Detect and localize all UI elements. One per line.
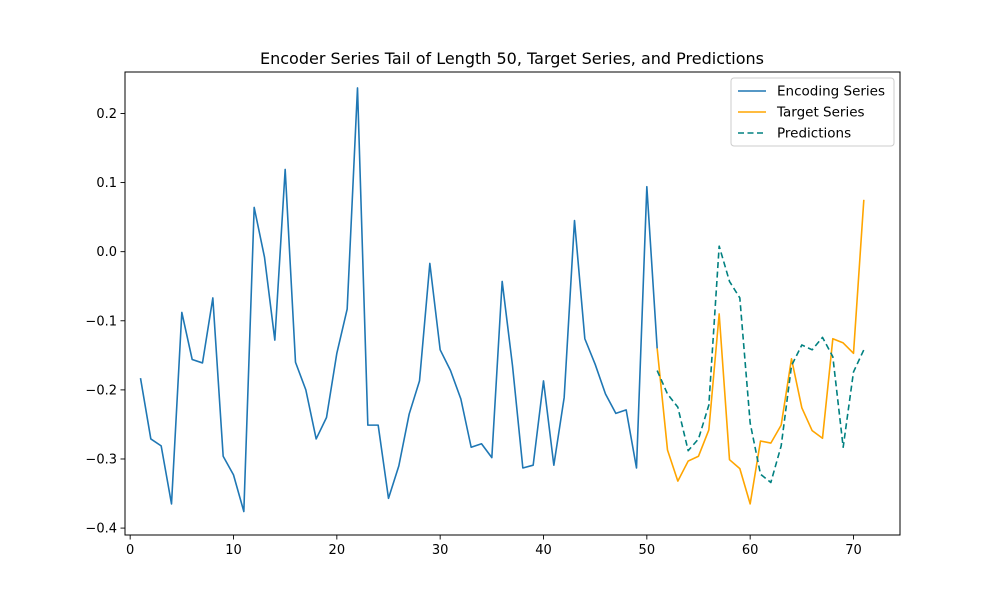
- legend-label: Encoding Series: [777, 84, 885, 100]
- legend-label: Target Series: [776, 105, 865, 121]
- y-tick-label: 0.0: [96, 245, 117, 260]
- x-tick-label: 10: [225, 543, 242, 558]
- y-tick-label: −0.1: [85, 314, 117, 329]
- series-target-series: [656, 199, 865, 505]
- x-tick-label: 50: [639, 543, 656, 558]
- plot-area: [124, 71, 901, 536]
- x-tick-label: 30: [432, 543, 449, 558]
- series-line: [139, 87, 658, 513]
- plot-frame: [124, 71, 901, 536]
- chart-title: Encoder Series Tail of Length 50, Target…: [260, 49, 764, 68]
- x-axis: 0 10 20 30 40 50 60 70: [126, 535, 862, 558]
- y-tick-label: −0.3: [85, 452, 117, 467]
- x-tick-label: 0: [126, 543, 134, 558]
- x-tick-label: 40: [535, 543, 552, 558]
- y-tick-label: 0.2: [96, 107, 117, 122]
- y-axis: −0.4 −0.3 −0.2 −0.1 0.0 0.1 0.2: [85, 107, 125, 537]
- y-tick-label: −0.4: [85, 522, 117, 537]
- legend: Encoding Series Target Series Predictions: [730, 77, 895, 147]
- series-encoding-series: [139, 87, 658, 513]
- series-line: [656, 199, 865, 505]
- y-tick-label: 0.1: [96, 176, 117, 191]
- legend-label: Predictions: [777, 126, 851, 142]
- x-tick-label: 60: [742, 543, 759, 558]
- y-tick-label: −0.2: [85, 383, 117, 398]
- legend-box: [730, 77, 895, 147]
- x-tick-label: 70: [845, 543, 862, 558]
- x-tick-label: 20: [329, 543, 346, 558]
- series-layer: [139, 87, 865, 513]
